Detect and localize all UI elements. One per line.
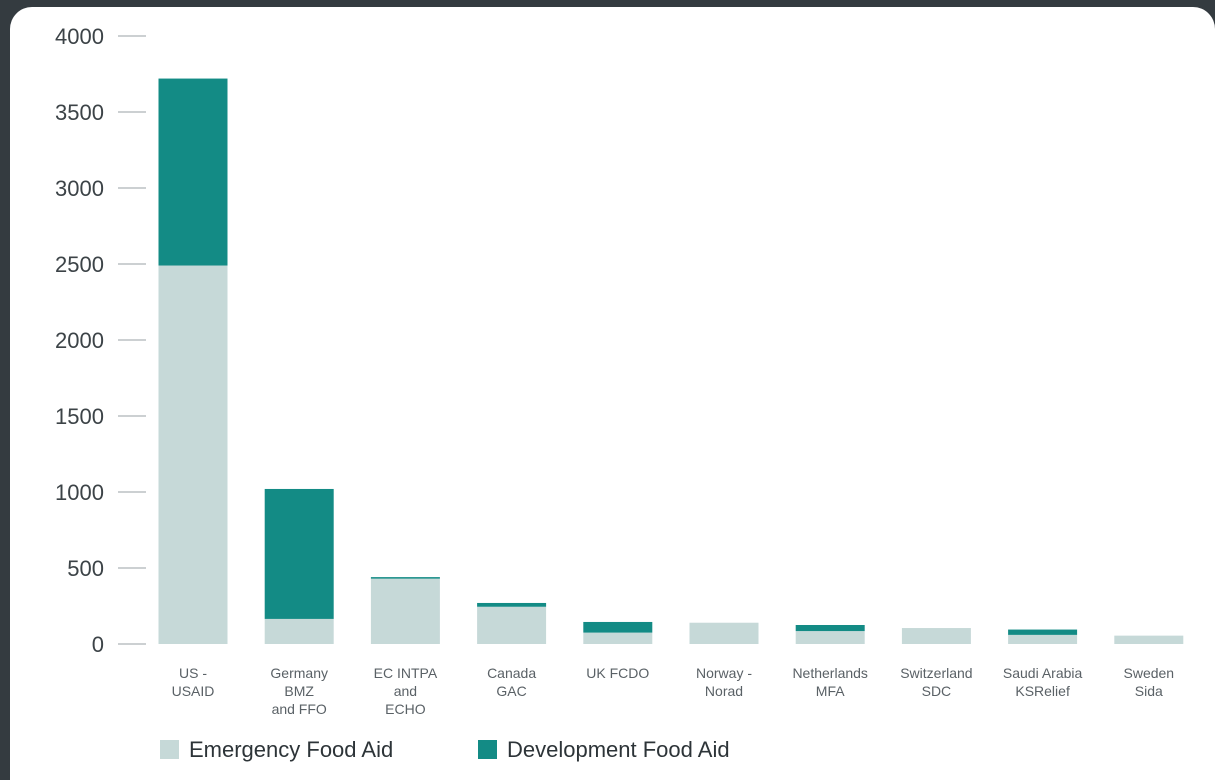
legend-label: Development Food Aid bbox=[507, 737, 730, 762]
bar-segment-development bbox=[1008, 629, 1078, 635]
bar-segment-development bbox=[583, 621, 653, 633]
bars bbox=[158, 78, 1184, 644]
y-axis: 0 500 1000 1500 2000 2500 3000 3500 4000 bbox=[55, 24, 146, 657]
y-tick-label: 3000 bbox=[55, 176, 104, 201]
y-tick-label: 500 bbox=[67, 556, 104, 581]
y-tick-label: 3500 bbox=[55, 100, 104, 125]
bar-segment-emergency bbox=[583, 632, 653, 644]
bar-segment-emergency bbox=[158, 265, 228, 644]
x-axis: US -USAID Germany BMZ and FFO EC INTPA and ECH… bbox=[172, 665, 1174, 717]
legend-swatch bbox=[478, 740, 497, 759]
x-tick-label: Switzerland SDC bbox=[900, 665, 972, 699]
bar-segment-emergency bbox=[901, 628, 971, 644]
bar-segment-development bbox=[370, 577, 440, 579]
x-tick-label: Germany BMZ and FFO bbox=[270, 665, 328, 717]
x-tick-label: EC INTPA and ECHO bbox=[374, 665, 438, 717]
bar-segment-emergency bbox=[264, 618, 334, 644]
legend-swatch bbox=[160, 740, 179, 759]
y-tick-label: 1000 bbox=[55, 480, 104, 505]
y-tick-label: 1500 bbox=[55, 404, 104, 429]
legend-label: Emergency Food Aid bbox=[189, 737, 393, 762]
bar-segment-development bbox=[264, 488, 334, 619]
x-tick-label: Canada GAC bbox=[487, 665, 536, 699]
x-tick-label: US -USAID bbox=[172, 665, 215, 699]
bar-segment-emergency bbox=[370, 578, 440, 644]
y-tick-label: 2500 bbox=[55, 252, 104, 277]
y-tick-label: 0 bbox=[92, 632, 104, 657]
x-tick-label: Sweden Sida bbox=[1124, 665, 1175, 699]
bar-segment-development bbox=[158, 78, 228, 266]
bar-segment-emergency bbox=[477, 606, 547, 644]
bar-segment-emergency bbox=[1114, 635, 1184, 644]
bar-segment-development bbox=[477, 602, 547, 607]
x-tick-label: Norway -Norad bbox=[696, 665, 752, 699]
x-tick-label: Netherlands MFA bbox=[792, 665, 868, 699]
bar-segment-emergency bbox=[689, 622, 759, 644]
y-tick-label: 4000 bbox=[55, 24, 104, 49]
legend: Emergency Food Aid Development Food Aid bbox=[160, 737, 730, 762]
bar-segment-development bbox=[795, 625, 865, 632]
y-tick-label: 2000 bbox=[55, 328, 104, 353]
bar-segment-emergency bbox=[795, 631, 865, 644]
x-tick-label: Saudi Arabia KSRelief bbox=[1003, 665, 1083, 699]
bar-segment-emergency bbox=[1008, 634, 1078, 644]
x-tick-label: UK FCDO bbox=[586, 665, 649, 681]
